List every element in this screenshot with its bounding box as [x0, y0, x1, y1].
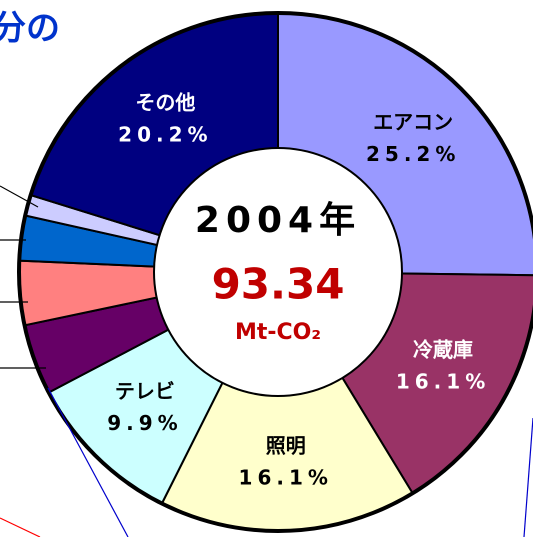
zoom-line [0, 517, 41, 537]
center-hole [153, 147, 403, 397]
center-year: 2004年 [195, 200, 361, 241]
title: 分の [0, 9, 60, 49]
leader-lines [0, 185, 46, 369]
slice-value: 16.1% [239, 465, 333, 489]
slice-value: 25.2% [366, 142, 460, 166]
slice-value: 16.1% [396, 370, 490, 394]
center-total: 93.34 [212, 260, 345, 309]
slice-value: 20.2% [118, 122, 212, 146]
slice-label: 冷蔵庫 [413, 338, 473, 362]
zoom-line [523, 417, 533, 537]
slice-label: その他 [135, 90, 195, 114]
slice-label: テレビ [115, 379, 175, 403]
slice-value: 9.9% [107, 411, 182, 435]
outer-ring [17, 11, 533, 533]
center-unit: Mt-CO₂ [235, 320, 321, 345]
leader-line [0, 185, 39, 208]
slice-label: 照明 [266, 433, 306, 457]
zoom-line [47, 387, 129, 537]
slice-label: エアコン [373, 110, 453, 134]
